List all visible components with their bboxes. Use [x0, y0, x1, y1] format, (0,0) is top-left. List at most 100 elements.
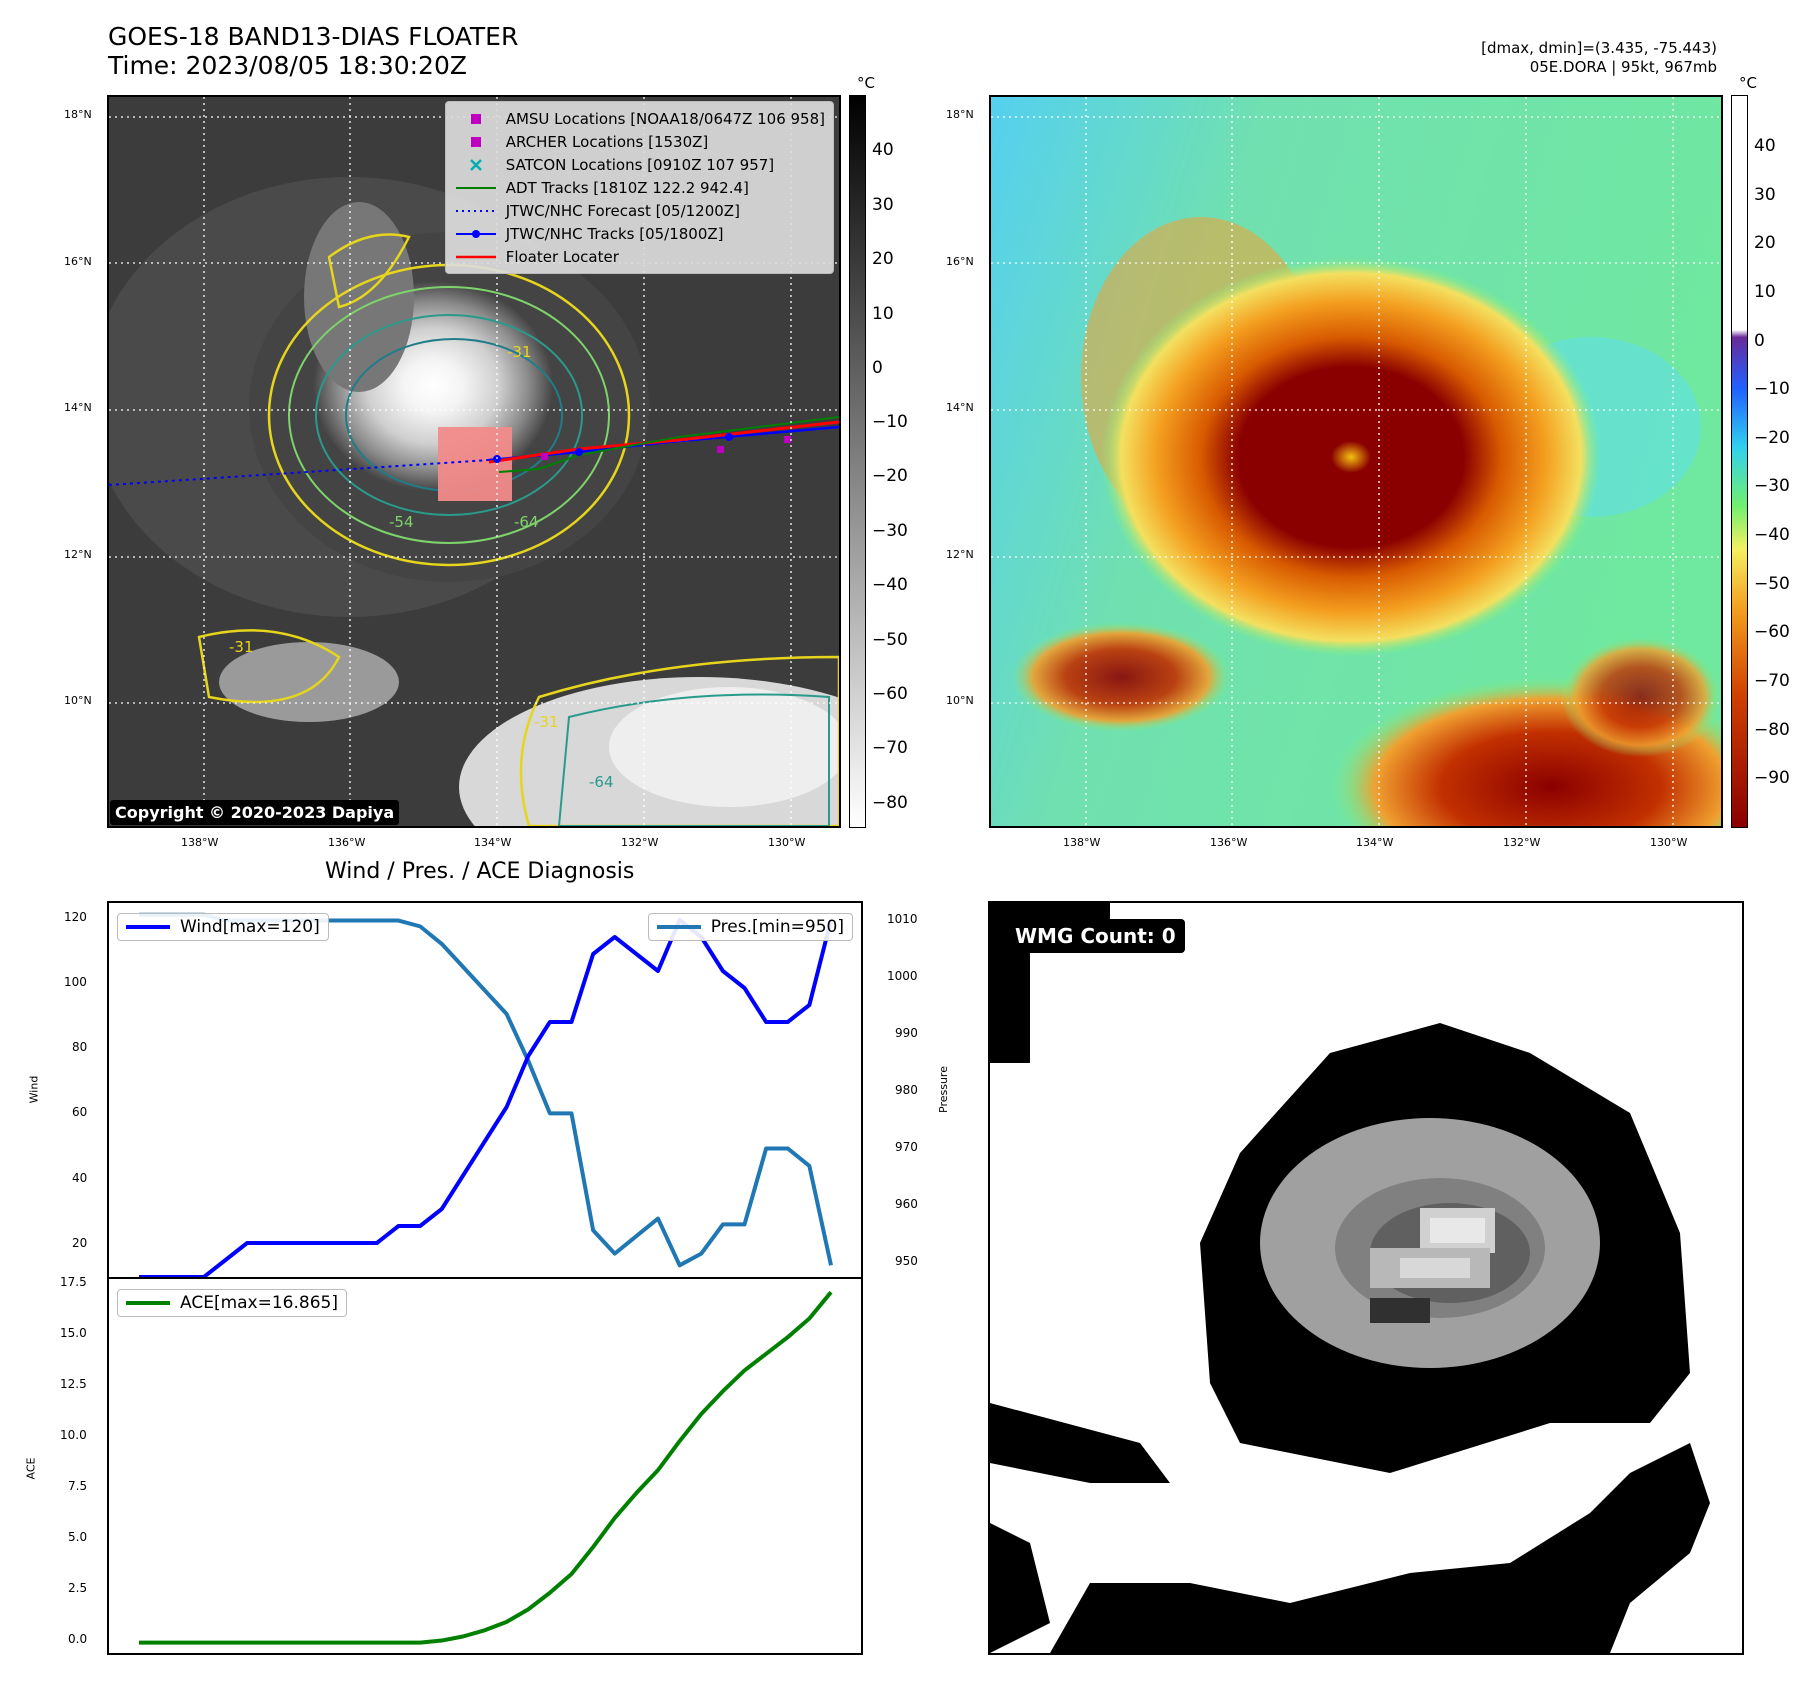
ace-legend: ACE[max=16.865]	[117, 1289, 347, 1317]
colorbar-tick: 0	[1754, 331, 1765, 351]
ace-svg	[139, 1290, 833, 1645]
colorbar-tick: 40	[1754, 136, 1776, 156]
pressure-legend: Pres.[min=950]	[647, 913, 853, 941]
colorbar-tick: −70	[872, 738, 908, 758]
colorbar-tick: −60	[872, 684, 908, 704]
legend-label: SATCON Locations [0910Z 107 957]	[505, 155, 775, 174]
colorbar-tick: −80	[872, 793, 908, 813]
colorbar-tick: −40	[872, 575, 908, 595]
square-marker-icon	[454, 112, 498, 126]
pressure-tick: 980	[895, 1083, 918, 1097]
pressure-series-line	[139, 912, 833, 1268]
ace-tick: 7.5	[68, 1479, 88, 1493]
colorbar-tick: −80	[1754, 720, 1790, 740]
ace-tick: 0.0	[68, 1632, 88, 1646]
color-colorbar	[1731, 95, 1748, 828]
colorbar-tick: −50	[1754, 574, 1790, 594]
pressure-tick: 970	[895, 1140, 918, 1154]
ace-axis-label: ACE	[24, 1457, 38, 1480]
colorbar-tick: −90	[1754, 768, 1790, 788]
colorbar-tick: −60	[1754, 622, 1790, 642]
ace-tick: 17.5	[60, 1275, 87, 1289]
lon-label: 130°W	[1650, 836, 1688, 849]
lat-label: 10°N	[64, 694, 92, 707]
storm-name-text: 05E.DORA | 95kt, 967mb	[1529, 58, 1717, 76]
colorbar-tick: −30	[872, 521, 908, 541]
pressure-tick: 960	[895, 1197, 918, 1211]
dmax-dmin-text: [dmax, dmin]=(3.435, -75.443)	[1481, 39, 1717, 57]
lat-label: 14°N	[946, 401, 974, 414]
pressure-axis-label: Pressure	[936, 1066, 950, 1113]
lat-label: 12°N	[946, 548, 974, 561]
floater-box	[438, 427, 512, 501]
lon-label: 138°W	[181, 836, 219, 849]
figure-title: GOES-18 BAND13-DIAS FLOATER Time: 2023/0…	[108, 22, 518, 80]
legend-item-tracks: JTWC/NHC Tracks [05/1800Z]	[454, 222, 825, 245]
ir-color-map	[989, 95, 1723, 828]
wind-legend-label: Wind[max=120]	[180, 917, 320, 937]
lon-label: 132°W	[621, 836, 659, 849]
wmg-panel: WMG Count: 0	[988, 901, 1744, 1655]
colorbar-tick: −70	[1754, 671, 1790, 691]
lon-label: 134°W	[1356, 836, 1394, 849]
ace-tick: 2.5	[68, 1581, 88, 1595]
colorbar-tick: −50	[872, 630, 908, 650]
legend-label: ARCHER Locations [1530Z]	[505, 132, 709, 151]
colorbar-tick: 10	[872, 304, 894, 324]
title-line-2: Time: 2023/08/05 18:30:20Z	[108, 51, 467, 80]
colorbar-tick: 20	[872, 249, 894, 269]
contour-label: -31	[507, 343, 532, 361]
map-legend: AMSU Locations [NOAA18/0647Z 106 958] AR…	[444, 101, 834, 274]
colorbar-tick: −10	[1754, 379, 1790, 399]
ace-tick: 12.5	[60, 1377, 87, 1391]
colorbar-tick: −10	[872, 412, 908, 432]
wind-tick: 20	[72, 1236, 88, 1250]
wmg-image	[990, 903, 1742, 1653]
lon-label: 134°W	[474, 836, 512, 849]
contour-label: -64	[589, 773, 614, 791]
colorbar-tick: 30	[1754, 185, 1776, 205]
copyright-badge: Copyright © 2020-2023 Dapiya	[110, 800, 400, 825]
colorbar-unit: °C	[1739, 74, 1757, 92]
ace-plot: ACE[max=16.865]	[107, 1277, 863, 1655]
legend-item-adt: ADT Tracks [1810Z 122.2 942.4]	[454, 176, 825, 199]
colorbar-tick: −30	[1754, 476, 1790, 496]
contour-label: -54	[389, 513, 414, 531]
pressure-tick: 990	[895, 1026, 918, 1040]
lon-label: 138°W	[1063, 836, 1101, 849]
pressure-tick: 1000	[887, 969, 918, 983]
wind-pressure-plot: Wind[max=120] Pres.[min=950]	[107, 901, 863, 1279]
colorbar-tick: 30	[872, 195, 894, 215]
colorbar-tick: 0	[872, 358, 883, 378]
lat-label: 18°N	[946, 108, 974, 121]
wind-legend-line-icon	[126, 925, 170, 929]
pressure-tick: 950	[895, 1254, 918, 1268]
solid-line-icon	[454, 181, 498, 195]
lon-label: 130°W	[768, 836, 806, 849]
pressure-legend-line-icon	[656, 925, 701, 929]
contour-label: -31	[534, 713, 559, 731]
wind-tick: 120	[64, 910, 87, 924]
colorbar-tick: −20	[872, 466, 908, 486]
wind-tick: 40	[72, 1171, 88, 1185]
lon-label: 136°W	[1210, 836, 1248, 849]
wind-tick: 60	[72, 1105, 88, 1119]
legend-item-archer: ARCHER Locations [1530Z]	[454, 130, 825, 153]
ir-grayscale-map: -31 -54 -64 -31 -64 -31 AMSU Locations […	[107, 95, 841, 828]
legend-label: Floater Locater	[505, 247, 619, 266]
wind-axis-label: Wind	[27, 1075, 41, 1104]
legend-label: AMSU Locations [NOAA18/0647Z 106 958]	[505, 109, 825, 128]
lat-label: 12°N	[64, 548, 92, 561]
lon-label: 136°W	[328, 836, 366, 849]
colorbar-tick: 40	[872, 140, 894, 160]
legend-label: JTWC/NHC Forecast [05/1200Z]	[505, 201, 740, 220]
wind-legend: Wind[max=120]	[117, 913, 329, 941]
lat-label: 18°N	[64, 108, 92, 121]
wind-pressure-svg	[139, 912, 833, 1277]
wmg-count-badge: WMG Count: 0	[1006, 919, 1185, 953]
ir-color-image	[991, 97, 1721, 826]
title-line-1: GOES-18 BAND13-DIAS FLOATER	[108, 22, 519, 51]
contour-label: -31	[229, 638, 254, 656]
colorbar-tick: 20	[1754, 233, 1776, 253]
legend-item-amsu: AMSU Locations [NOAA18/0647Z 106 958]	[454, 107, 825, 130]
